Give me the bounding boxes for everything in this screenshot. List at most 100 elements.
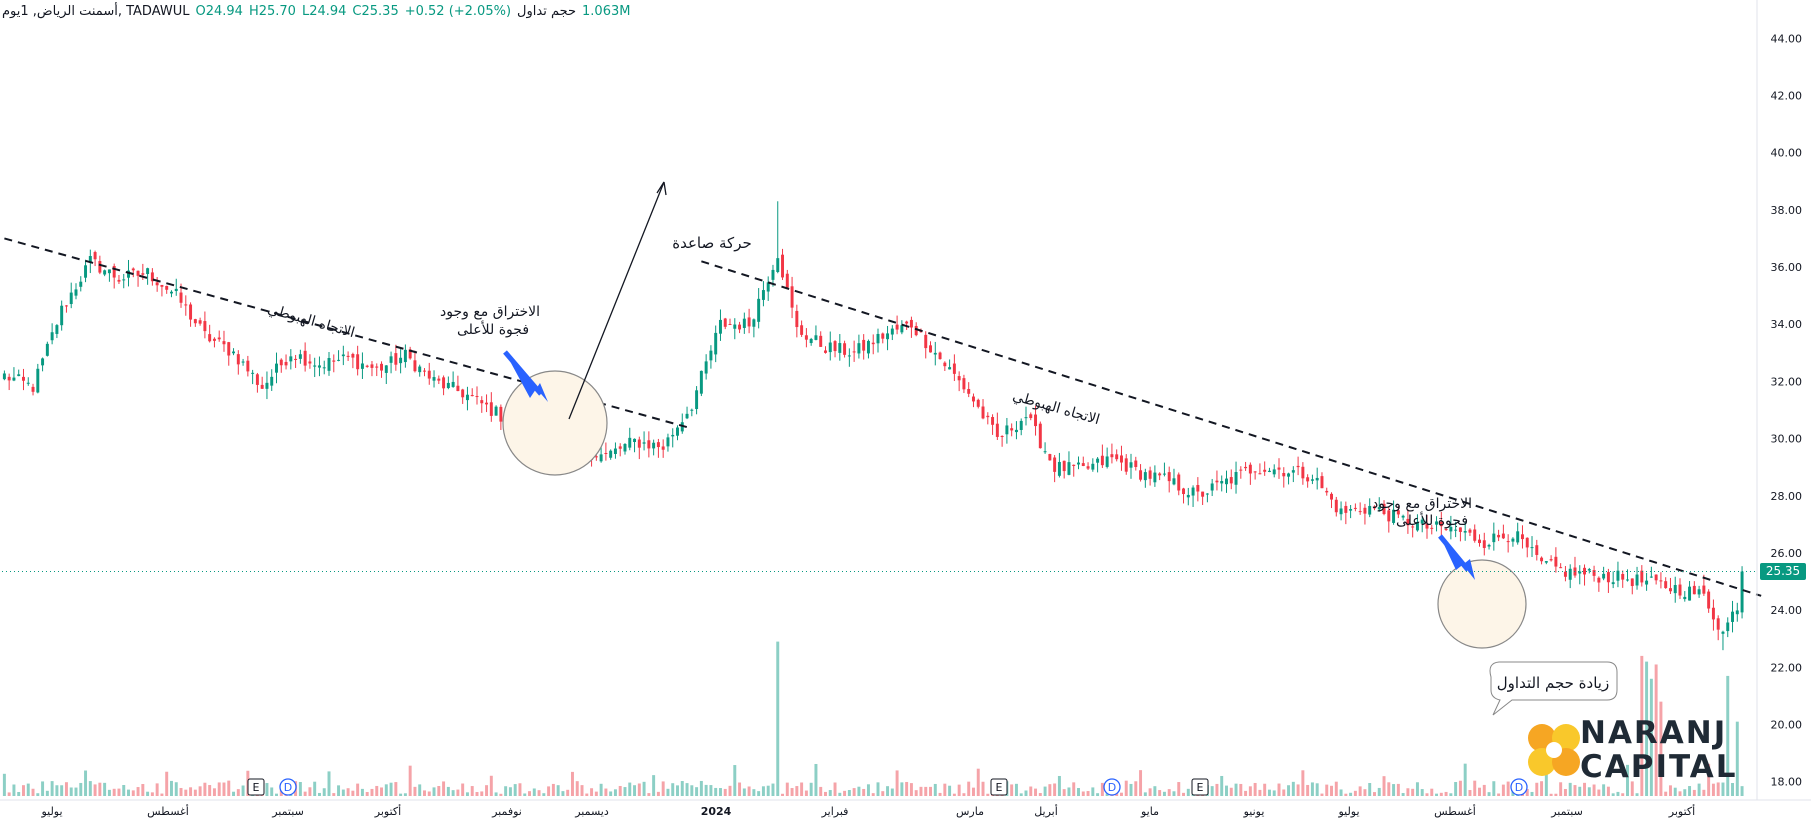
candle-body <box>308 361 312 364</box>
volume-bar <box>1248 786 1252 796</box>
volume-bar <box>680 781 684 796</box>
volume-bar <box>1559 782 1563 796</box>
volume-bar <box>580 785 584 796</box>
candle-body <box>1225 478 1228 485</box>
candle-body <box>809 338 813 344</box>
candle-body <box>1320 476 1324 489</box>
volume-bar <box>890 788 894 796</box>
candle-body <box>1683 596 1687 600</box>
candle-body <box>423 370 426 372</box>
candle-body <box>847 355 851 357</box>
volume-bar <box>1377 787 1381 796</box>
volume-bar <box>838 792 842 796</box>
candle-body <box>489 402 493 416</box>
volume-bar <box>155 783 159 796</box>
candle-body <box>1315 477 1319 481</box>
volume-bar <box>303 791 307 796</box>
candle-body <box>828 342 832 353</box>
candle-body <box>1272 469 1276 475</box>
candle-body <box>929 345 932 353</box>
candle-body <box>1086 466 1090 469</box>
volume-bar <box>1272 790 1276 796</box>
candle-body <box>781 254 785 278</box>
candle-body <box>1191 487 1195 496</box>
volume-bar <box>761 786 765 796</box>
volume-bar <box>766 785 770 796</box>
candle-body <box>88 256 92 263</box>
volume-bar <box>1606 786 1610 796</box>
volume-bar <box>1563 788 1567 796</box>
candle-body <box>84 265 88 278</box>
symbol-line[interactable]: أسمنت الرياض, 1يوم, TADAWUL <box>2 4 190 19</box>
candle-body <box>943 362 947 367</box>
candle-body <box>275 363 278 373</box>
volume-bar <box>1229 787 1233 796</box>
candle-body <box>1435 521 1439 525</box>
candle-body <box>1568 568 1572 580</box>
candle-body <box>1363 507 1367 514</box>
price-tick-label: 32.00 <box>1771 375 1803 388</box>
volume-bar <box>976 768 980 796</box>
volume-bar <box>695 787 699 796</box>
volume-bar <box>351 790 355 796</box>
candle-body <box>1100 455 1104 466</box>
volume-bar <box>50 781 54 796</box>
candle-body <box>1664 581 1668 589</box>
volume-bar <box>470 786 474 796</box>
candle-body <box>179 292 183 303</box>
candle-body <box>1057 461 1061 476</box>
volume-bar <box>1387 782 1391 796</box>
dividend-marker <box>1103 778 1121 796</box>
candle-body <box>98 261 102 273</box>
time-tick-label: مايو <box>1140 805 1159 818</box>
candle-body <box>260 384 264 389</box>
volume-bar <box>1077 787 1080 796</box>
candle-body <box>986 415 990 418</box>
candle-body <box>833 341 837 352</box>
candle-body <box>704 361 708 374</box>
close-value: C25.35 <box>352 4 399 19</box>
candle-body <box>1296 465 1300 468</box>
volume-bar <box>1372 792 1376 796</box>
candle-body <box>1382 503 1386 515</box>
volume-bar <box>45 790 49 796</box>
volume-bar <box>375 785 379 796</box>
volume-bar <box>146 791 150 796</box>
volume-bar <box>84 770 88 796</box>
candle-body <box>1229 477 1233 484</box>
candle-body <box>356 354 360 370</box>
volume-bar <box>317 792 321 796</box>
volume-bar <box>1649 678 1653 796</box>
candle-body <box>1616 570 1620 581</box>
volume-bar <box>112 788 116 796</box>
time-tick-label: يونيو <box>1243 805 1265 818</box>
volume-bar <box>1267 789 1271 796</box>
candle-body <box>771 269 775 280</box>
candle-body <box>1043 451 1047 453</box>
candle-body <box>656 442 660 448</box>
volume-bar <box>900 782 904 796</box>
candle-body <box>69 292 73 305</box>
volume-bar <box>389 782 393 796</box>
volume-bar <box>298 782 302 796</box>
volume-bar <box>26 783 30 796</box>
candle-body <box>1182 488 1186 495</box>
volume-bar <box>1473 780 1477 796</box>
time-tick-label: سبتمبر <box>1550 805 1583 818</box>
candle-body <box>1411 526 1415 528</box>
volume-bar <box>265 783 269 796</box>
candle-body <box>1244 466 1248 469</box>
volume-bar <box>1239 783 1243 796</box>
candle-body <box>1024 417 1028 419</box>
volume-bar <box>1172 791 1176 796</box>
candle-body <box>1377 507 1381 510</box>
candle-body <box>1497 534 1501 538</box>
candle-body <box>418 366 422 373</box>
candle-body <box>1096 458 1100 463</box>
volume-bar <box>1411 788 1415 796</box>
volume-bar <box>523 793 527 796</box>
volume-bar <box>938 792 942 796</box>
volume-bar <box>270 787 274 796</box>
volume-bar <box>1616 791 1620 796</box>
